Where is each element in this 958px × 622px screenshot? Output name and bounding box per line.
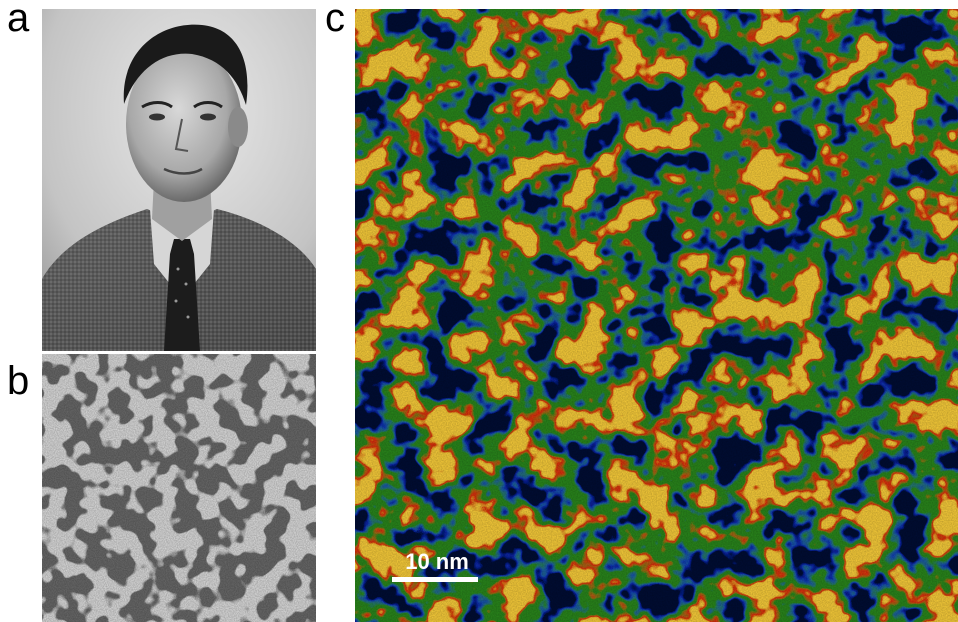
portrait-photo — [42, 9, 316, 351]
face-shape — [126, 46, 242, 202]
panel-label-b: b — [7, 359, 30, 403]
panel-label-c: c — [325, 0, 345, 40]
panel-label-a: a — [7, 0, 30, 40]
turing-pattern-simulation — [42, 354, 316, 622]
pattern-c-graphic — [355, 9, 958, 622]
hair-shape — [123, 24, 248, 105]
tie-shape — [164, 239, 200, 351]
scale-bar-label: 10 nm — [405, 549, 469, 574]
portrait-illustration — [42, 9, 316, 351]
false-color-micrograph — [355, 9, 958, 622]
scale-bar — [392, 577, 478, 582]
pattern-b-graphic — [42, 354, 316, 622]
